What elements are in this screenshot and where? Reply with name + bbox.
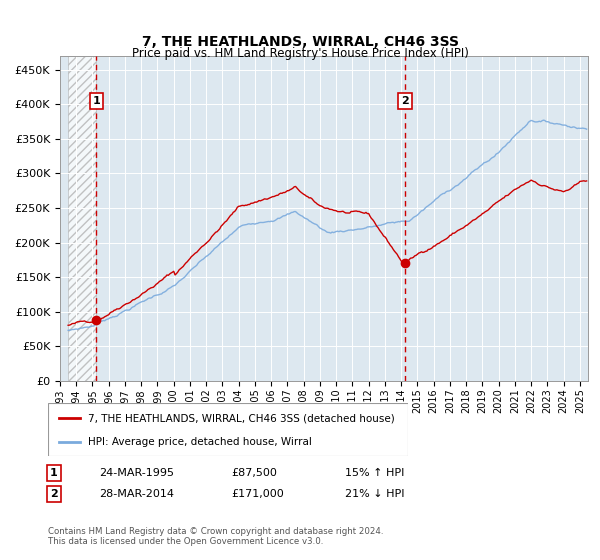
Text: £87,500: £87,500 bbox=[231, 468, 277, 478]
Text: 1: 1 bbox=[50, 468, 58, 478]
Text: 2: 2 bbox=[401, 96, 409, 106]
Text: Price paid vs. HM Land Registry's House Price Index (HPI): Price paid vs. HM Land Registry's House … bbox=[131, 46, 469, 60]
Text: 15% ↑ HPI: 15% ↑ HPI bbox=[345, 468, 404, 478]
Text: HPI: Average price, detached house, Wirral: HPI: Average price, detached house, Wirr… bbox=[88, 436, 311, 446]
Text: 1: 1 bbox=[92, 96, 100, 106]
Text: 28-MAR-2014: 28-MAR-2014 bbox=[99, 489, 174, 499]
Text: 7, THE HEATHLANDS, WIRRAL, CH46 3SS (detached house): 7, THE HEATHLANDS, WIRRAL, CH46 3SS (det… bbox=[88, 413, 394, 423]
Text: 21% ↓ HPI: 21% ↓ HPI bbox=[345, 489, 404, 499]
Text: 2: 2 bbox=[50, 489, 58, 499]
Text: 7, THE HEATHLANDS, WIRRAL, CH46 3SS: 7, THE HEATHLANDS, WIRRAL, CH46 3SS bbox=[142, 35, 458, 49]
Text: Contains HM Land Registry data © Crown copyright and database right 2024.
This d: Contains HM Land Registry data © Crown c… bbox=[48, 526, 383, 546]
Text: £171,000: £171,000 bbox=[231, 489, 284, 499]
Text: 24-MAR-1995: 24-MAR-1995 bbox=[99, 468, 174, 478]
Bar bbox=[68, 56, 96, 381]
FancyBboxPatch shape bbox=[48, 403, 408, 456]
